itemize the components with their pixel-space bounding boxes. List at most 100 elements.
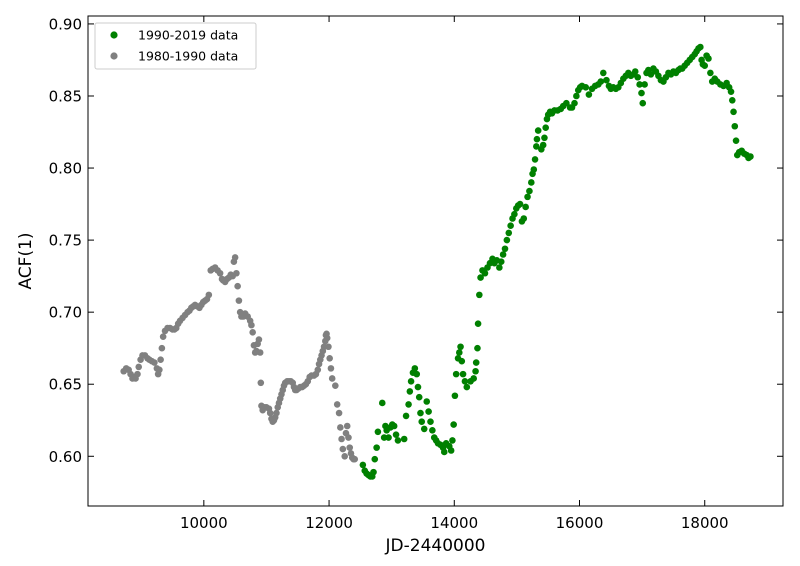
x-axis: 10000 12000 14000 16000 18000 <box>180 16 729 532</box>
data-point <box>326 354 333 362</box>
data-point <box>413 370 421 378</box>
data-point <box>414 383 422 391</box>
data-point <box>458 357 466 365</box>
data-point <box>477 274 484 281</box>
data-point <box>499 251 507 258</box>
data-point <box>582 84 590 91</box>
data-point <box>156 366 163 374</box>
data-point <box>452 370 460 378</box>
data-point <box>522 203 529 211</box>
data-point <box>597 78 605 85</box>
data-point <box>461 378 469 385</box>
data-point <box>585 91 593 98</box>
data-point <box>373 444 380 451</box>
data-point <box>235 297 243 304</box>
data-point <box>233 269 240 277</box>
data-point <box>476 291 483 299</box>
data-point <box>205 291 213 299</box>
data-point <box>158 344 166 352</box>
data-point <box>531 156 539 163</box>
data-point <box>534 127 542 134</box>
legend: 1990-2019 data 1980-1990 data <box>94 22 257 70</box>
data-point <box>255 336 263 343</box>
data-point <box>457 343 464 351</box>
data-point <box>472 359 480 366</box>
data-point <box>157 356 164 364</box>
data-point <box>411 365 419 372</box>
data-point <box>407 378 415 385</box>
data-point <box>497 258 505 266</box>
data-point <box>385 434 392 441</box>
data-point <box>747 153 754 160</box>
data-point <box>341 452 349 460</box>
data-point <box>440 448 448 456</box>
data-point <box>701 62 709 70</box>
data-point <box>333 401 341 408</box>
data-point <box>641 81 648 88</box>
data-point <box>634 73 642 81</box>
data-point <box>323 334 331 342</box>
data-point <box>273 409 280 417</box>
data-point <box>346 444 354 451</box>
data-point <box>450 421 457 428</box>
data-point <box>418 418 426 425</box>
data-point <box>420 425 428 433</box>
data-point <box>697 43 704 51</box>
x-tick-label: 10000 <box>180 514 228 532</box>
data-point <box>728 97 736 104</box>
y-tick-label: 0.65 <box>49 376 82 394</box>
data-point <box>524 193 531 201</box>
data-point <box>332 382 339 389</box>
data-point <box>256 349 264 356</box>
data-point <box>496 264 503 271</box>
data-point <box>472 367 479 375</box>
y-tick-label: 0.85 <box>49 87 82 105</box>
data-point <box>600 69 607 77</box>
data-point <box>542 124 549 131</box>
data-point <box>503 236 511 244</box>
data-point <box>374 428 382 436</box>
data-point <box>563 99 570 107</box>
series-0 <box>359 43 754 480</box>
y-tick-label: 0.75 <box>49 232 82 250</box>
data-point <box>636 81 643 88</box>
data-point <box>425 408 432 415</box>
legend-marker-1990-2019 <box>110 31 118 39</box>
legend-label-1980-1990: 1980-1990 data <box>138 49 238 64</box>
y-tick-label: 0.80 <box>49 160 82 178</box>
data-point <box>345 434 352 441</box>
data-point <box>394 437 402 444</box>
data-point <box>406 388 414 395</box>
data-point <box>447 447 455 454</box>
data-point <box>390 422 398 430</box>
data-point <box>359 461 367 469</box>
y-tick-label: 0.90 <box>49 15 82 33</box>
data-point <box>405 401 412 408</box>
data-point <box>455 349 463 356</box>
x-tick-label: 16000 <box>556 514 604 532</box>
data-point <box>705 55 712 62</box>
data-point <box>378 399 386 407</box>
data-point <box>730 108 737 116</box>
data-point <box>151 359 158 366</box>
data-point <box>638 89 645 97</box>
data-point <box>541 134 548 142</box>
data-point <box>731 122 739 130</box>
data-point <box>571 99 578 107</box>
x-tick-label: 12000 <box>305 514 353 532</box>
legend-marker-1980-1990 <box>110 52 118 60</box>
data-point <box>707 69 714 77</box>
data-point <box>351 455 359 463</box>
data-point <box>335 409 343 417</box>
data-point <box>516 200 524 208</box>
data-point <box>338 435 345 443</box>
data-point <box>449 437 456 444</box>
data-point <box>639 99 647 107</box>
data-point <box>463 383 471 391</box>
data-point <box>459 370 467 378</box>
data-point <box>528 179 535 186</box>
data-point <box>248 321 255 329</box>
y-axis-title: ACF(1) <box>16 232 36 289</box>
data-point <box>134 370 141 378</box>
data-point <box>328 375 336 382</box>
